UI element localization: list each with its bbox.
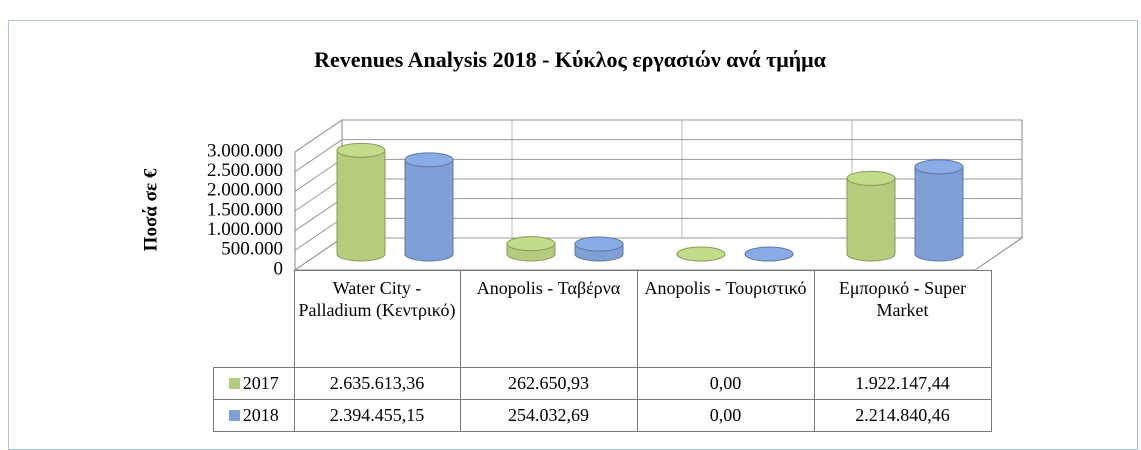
blank-cell: [213, 270, 295, 368]
y-tick-label: 3.000.000: [207, 140, 283, 161]
series-row: 2017 2.635.613,36 262.650,93 0,00 1.922.147,…: [213, 367, 992, 400]
y-tick-label: 0: [274, 258, 284, 279]
cylinder-top: [336, 142, 386, 158]
cylinder-body: [914, 166, 964, 262]
floor: [293, 237, 1024, 271]
cylinder-top: [574, 236, 624, 252]
value-cell: 2.394.455,15: [293, 399, 461, 432]
category-label: Anopolis - Ταβέρνα: [459, 270, 638, 368]
grid-line: [294, 139, 1022, 173]
cylinder-top: [506, 236, 556, 252]
cylinder-body: [846, 177, 896, 262]
legend-label: 2018: [242, 405, 279, 425]
y-tick-label: 2.000.000: [207, 180, 283, 201]
value-cell: 262.650,93: [459, 367, 638, 400]
value-cell: 1.922.147,44: [813, 367, 992, 400]
legend-swatch: [228, 378, 240, 389]
y-tick-label: 1.000.000: [207, 219, 283, 240]
legend-entry: 2017: [213, 367, 295, 400]
value-cell: 2.635.613,36: [293, 367, 461, 400]
y-tick-label: 1.500.000: [207, 199, 283, 220]
cylinder-top: [846, 170, 896, 186]
legend-label: 2017: [242, 373, 279, 393]
cylinder-top: [914, 159, 964, 175]
data-table: Water City - Palladium (Κεντρικό) Anopoli…: [213, 270, 992, 432]
y-axis-label: Ποσά σε €: [140, 168, 161, 251]
cylinder-top: [404, 152, 454, 168]
cylinder-top: [744, 246, 794, 262]
header-row: Water City - Palladium (Κεντρικό) Anopoli…: [213, 270, 992, 368]
cylinder-body: [336, 149, 386, 262]
cylinder-body: [404, 159, 454, 262]
legend-entry: 2018: [213, 399, 295, 432]
category-label: Water City - Palladium (Κεντρικό): [293, 270, 461, 368]
y-tick-label: 2.500.000: [207, 160, 283, 181]
grid-line: [294, 119, 1022, 153]
cylinder-top: [676, 246, 726, 262]
value-cell: 0,00: [636, 367, 815, 400]
value-cell: 0,00: [636, 399, 815, 432]
value-cell: 254.032,69: [459, 399, 638, 432]
category-label: Anopolis - Τουριστικό: [636, 270, 815, 368]
legend-swatch: [228, 410, 240, 421]
series-row: 2018 2.394.455,15 254.032,69 0,00 2.214.840,…: [213, 399, 992, 432]
chart-title: Revenues Analysis 2018 - Κύκλος εργασιών…: [314, 47, 827, 72]
value-cell: 2.214.840,46: [813, 399, 992, 432]
y-tick-label: 500.000: [221, 239, 283, 260]
category-label: Εμπορικό - Super Market: [813, 270, 992, 368]
